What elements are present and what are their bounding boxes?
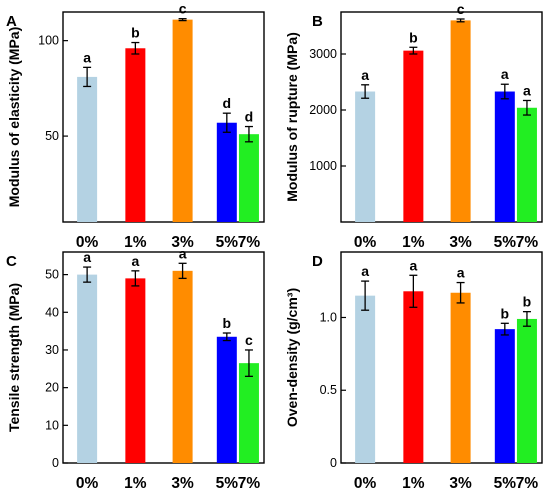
x-tick-label: 3% <box>171 234 194 251</box>
significance-letter: a <box>83 249 91 265</box>
y-tick-label: 3000 <box>309 47 337 61</box>
bar-7% <box>516 318 537 463</box>
y-tick-label: 1000 <box>309 159 337 173</box>
bar-3% <box>450 292 471 463</box>
x-tick-label: 7% <box>516 475 539 492</box>
x-tick-label: 0% <box>354 234 377 251</box>
x-tick-label: 7% <box>238 234 261 251</box>
y-tick-label: 1.0 <box>320 310 337 324</box>
y-axis-label: Tensile strength (MPa) <box>6 283 22 432</box>
y-tick-label: 100 <box>38 34 59 48</box>
significance-letter: a <box>361 263 369 279</box>
significance-letter: b <box>523 294 532 310</box>
panel-C: C Tensile strength (MPa) 0 10 20 30 40 50 a 0% a 1%… <box>6 245 265 492</box>
panel-B: B Modulus of rupture (MPa) 1000 2000 3000 a 0%… <box>284 1 543 251</box>
significance-letter: a <box>131 253 139 269</box>
panel-letter: C <box>6 253 17 270</box>
x-tick-label: 5% <box>216 475 239 492</box>
significance-letter: c <box>457 1 465 17</box>
x-tick-label: 1% <box>124 475 147 492</box>
bar-0% <box>77 274 98 463</box>
bar-0% <box>355 295 376 463</box>
bar-0% <box>355 91 376 223</box>
significance-letter: b <box>409 29 418 45</box>
bar-3% <box>450 20 471 223</box>
bar-3% <box>172 270 193 463</box>
bar-7% <box>516 107 537 222</box>
bar-0% <box>77 76 98 222</box>
y-tick-label: 0 <box>330 456 337 470</box>
plot-frame <box>62 11 265 223</box>
bar-7% <box>238 134 259 222</box>
significance-letter: a <box>523 82 531 98</box>
significance-letter: a <box>501 66 509 82</box>
x-tick-label: 5% <box>216 234 239 251</box>
significance-letter: b <box>131 25 140 41</box>
x-tick-label: 0% <box>76 234 99 251</box>
y-tick-label: 0 <box>52 456 59 470</box>
x-tick-label: 5% <box>494 475 517 492</box>
bar-1% <box>125 278 146 463</box>
bar-5% <box>494 329 515 463</box>
significance-letter: d <box>223 95 232 111</box>
y-tick-label: 50 <box>45 268 59 282</box>
x-tick-label: 0% <box>354 475 377 492</box>
y-tick-label: 30 <box>45 343 59 357</box>
bar-5% <box>216 336 237 463</box>
significance-letter: b <box>223 315 232 331</box>
significance-letter: b <box>501 305 510 321</box>
bar-5% <box>494 91 515 223</box>
significance-letter: a <box>457 265 465 281</box>
plot-frame <box>62 251 265 464</box>
panel-letter: B <box>312 13 323 30</box>
x-tick-label: 3% <box>449 234 472 251</box>
y-axis-label: Modulus of rupture (MPa) <box>284 32 300 202</box>
y-tick-label: 10 <box>45 418 59 432</box>
x-tick-label: 3% <box>449 475 472 492</box>
panel-letter: D <box>312 253 323 270</box>
significance-letter: a <box>409 257 417 273</box>
bar-7% <box>238 363 259 463</box>
y-tick-label: 50 <box>45 129 59 143</box>
significance-letter: a <box>361 67 369 83</box>
x-tick-label: 0% <box>76 475 99 492</box>
y-tick-label: 20 <box>45 381 59 395</box>
bar-3% <box>172 19 193 222</box>
bar-5% <box>216 122 237 222</box>
panel-D: D Oven-density (g/cm³) 0 0.5 1.0 a 0% a 1% a 3% b 5%… <box>284 251 543 492</box>
plot-frame <box>340 11 543 223</box>
x-tick-label: 1% <box>402 475 425 492</box>
bar-1% <box>403 291 424 463</box>
significance-letter: a <box>83 49 91 65</box>
y-axis-label: Modulus of elasticity (MPa) <box>6 27 22 207</box>
significance-letter: a <box>179 245 187 261</box>
x-tick-label: 5% <box>494 234 517 251</box>
x-tick-label: 1% <box>124 234 147 251</box>
y-tick-label: 0.5 <box>320 383 337 397</box>
y-tick-label: 40 <box>45 305 59 319</box>
plot-frame <box>340 251 543 464</box>
x-tick-label: 7% <box>516 234 539 251</box>
significance-letter: c <box>179 1 187 17</box>
y-axis-label: Oven-density (g/cm³) <box>284 288 300 427</box>
x-tick-label: 1% <box>402 234 425 251</box>
bar-1% <box>125 48 146 222</box>
significance-letter: d <box>245 109 254 125</box>
x-tick-label: 3% <box>171 475 194 492</box>
y-tick-label: 2000 <box>309 103 337 117</box>
significance-letter: c <box>245 332 253 348</box>
panel-letter: A <box>6 13 17 30</box>
bar-1% <box>403 50 424 222</box>
x-tick-label: 7% <box>238 475 261 492</box>
